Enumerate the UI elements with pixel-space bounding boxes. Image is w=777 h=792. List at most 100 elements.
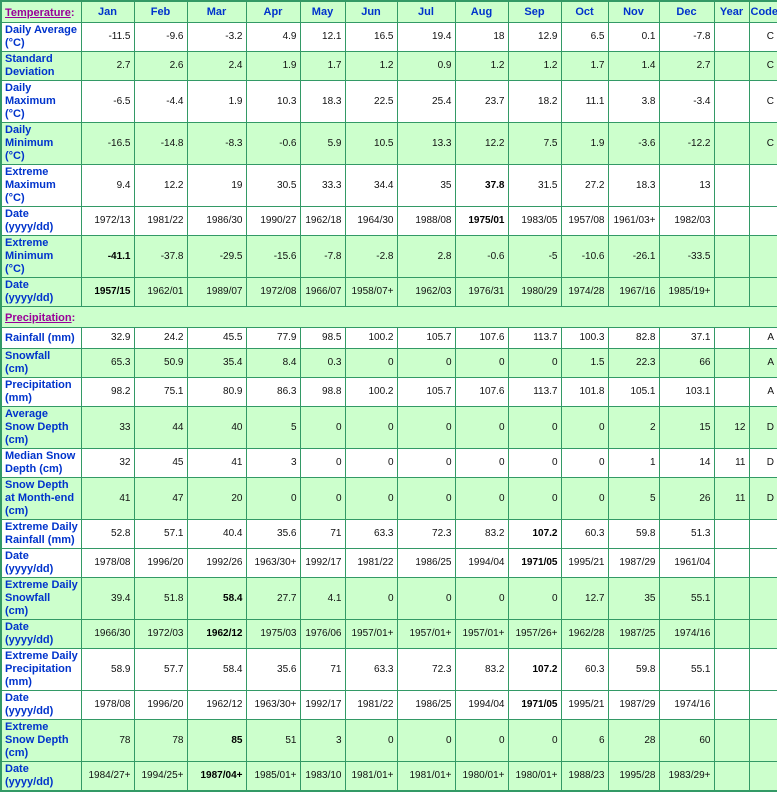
value-cell-jul: 1986/25 [396,690,456,720]
precipitation-link[interactable]: Precipitation [5,312,72,324]
value-cell-jan: 1978/08 [80,690,135,720]
value-cell-apr: 1.9 [245,51,301,81]
code-cell: A [748,327,777,349]
value-cell-nov: 3.8 [607,80,660,123]
year-cell [713,577,750,620]
table-row: Median Snow Depth (cm) 32 45 41 3 0 0 0 0 0 0 1 14 11… [0,448,777,478]
table-row: Date (yyyy/dd) 1957/15 1962/01 1989/07 1972/… [0,277,777,307]
value-cell-mar: 85 [186,719,247,762]
value-cell-jun: 100.2 [344,377,398,407]
table-row: Date (yyyy/dd) 1978/08 1996/20 1962/12 1963/… [0,690,777,720]
value-cell-jun: 100.2 [344,327,398,349]
value-cell-jun: 63.3 [344,519,398,549]
value-cell-nov: 22.3 [607,348,660,378]
value-cell-oct: 101.8 [560,377,609,407]
value-cell-dec: 1974/16 [658,690,715,720]
value-cell-feb: 1994/25+ [133,761,188,792]
value-cell-feb: 44 [133,406,188,449]
value-cell-oct: 0 [560,477,609,520]
value-cell-may: 0.3 [299,348,346,378]
value-cell-jul: 72.3 [396,648,456,691]
value-cell-feb: -4.4 [133,80,188,123]
column-header-jan: Jan [80,0,135,23]
table-row: Date (yyyy/dd) 1984/27+ 1994/25+ 1987/04+ 19… [0,761,777,792]
value-cell-nov: 59.8 [607,648,660,691]
value-cell-feb: 50.9 [133,348,188,378]
value-cell-jul: 25.4 [396,80,456,123]
value-cell-aug: 83.2 [454,648,509,691]
value-cell-jun: 0 [344,719,398,762]
value-cell-may: 1966/07 [299,277,346,307]
code-cell: D [748,477,777,520]
table-row: Daily Minimum (°C) -16.5 -14.8 -8.3 -0.6 5.9 1… [0,122,777,165]
value-cell-jul: 0 [396,477,456,520]
value-cell-mar: -29.5 [186,235,247,278]
year-cell [713,377,750,407]
value-cell-apr: 1963/30+ [245,548,301,578]
row-label: Date (yyyy/dd) [0,619,82,649]
value-cell-feb: 1972/03 [133,619,188,649]
table-row: Precipitation (mm) 98.2 75.1 80.9 86.3 98.8 10… [0,377,777,407]
value-cell-apr: 35.6 [245,648,301,691]
code-cell: A [748,377,777,407]
value-cell-aug: 0 [454,719,509,762]
temperature-link[interactable]: Temperature [5,7,71,19]
value-cell-nov: 1961/03+ [607,206,660,236]
value-cell-mar: 40 [186,406,247,449]
value-cell-jun: 1.2 [344,51,398,81]
row-label: Daily Minimum (°C) [0,122,82,165]
value-cell-nov: 35 [607,577,660,620]
year-cell [713,619,750,649]
value-cell-jan: 9.4 [80,164,135,207]
value-cell-sep: 0 [507,477,562,520]
value-cell-dec: 1982/03 [658,206,715,236]
value-cell-jan: 33 [80,406,135,449]
value-cell-dec: 2.7 [658,51,715,81]
value-cell-sep: 0 [507,406,562,449]
value-cell-aug: 0 [454,448,509,478]
value-cell-jul: 35 [396,164,456,207]
value-cell-oct: 60.3 [560,648,609,691]
value-cell-apr: 27.7 [245,577,301,620]
value-cell-mar: 2.4 [186,51,247,81]
code-cell [748,206,777,236]
value-cell-sep: 113.7 [507,327,562,349]
value-cell-dec: 1961/04 [658,548,715,578]
row-label: Daily Maximum (°C) [0,80,82,123]
table-row: Daily Maximum (°C) -6.5 -4.4 1.9 10.3 18.3 22.… [0,80,777,123]
value-cell-jun: 0 [344,477,398,520]
value-cell-mar: 1.9 [186,80,247,123]
column-header-feb: Feb [133,0,188,23]
code-cell: C [748,80,777,123]
value-cell-jan: 98.2 [80,377,135,407]
precipitation-section-header: Precipitation: [0,306,777,328]
row-label: Date (yyyy/dd) [0,761,82,792]
value-cell-oct: 1.5 [560,348,609,378]
value-cell-apr: 30.5 [245,164,301,207]
value-cell-aug: 1994/04 [454,548,509,578]
value-cell-jan: 65.3 [80,348,135,378]
value-cell-mar: 80.9 [186,377,247,407]
value-cell-sep: 12.9 [507,22,562,52]
value-cell-feb: 78 [133,719,188,762]
value-cell-may: 1992/17 [299,548,346,578]
value-cell-feb: 2.6 [133,51,188,81]
value-cell-aug: 23.7 [454,80,509,123]
value-cell-jan: 2.7 [80,51,135,81]
value-cell-feb: 1996/20 [133,690,188,720]
row-label: Date (yyyy/dd) [0,690,82,720]
value-cell-oct: 1988/23 [560,761,609,792]
value-cell-jan: 32.9 [80,327,135,349]
value-cell-sep: 1983/05 [507,206,562,236]
code-cell: D [748,448,777,478]
value-cell-apr: -15.6 [245,235,301,278]
value-cell-sep: 113.7 [507,377,562,407]
value-cell-jan: 1972/13 [80,206,135,236]
table-row: Extreme Minimum (°C) -41.1 -37.8 -29.5 -15.6… [0,235,777,278]
value-cell-sep: 1971/05 [507,690,562,720]
value-cell-may: 12.1 [299,22,346,52]
value-cell-dec: 66 [658,348,715,378]
value-cell-apr: 4.9 [245,22,301,52]
value-cell-oct: 1.7 [560,51,609,81]
value-cell-oct: 12.7 [560,577,609,620]
